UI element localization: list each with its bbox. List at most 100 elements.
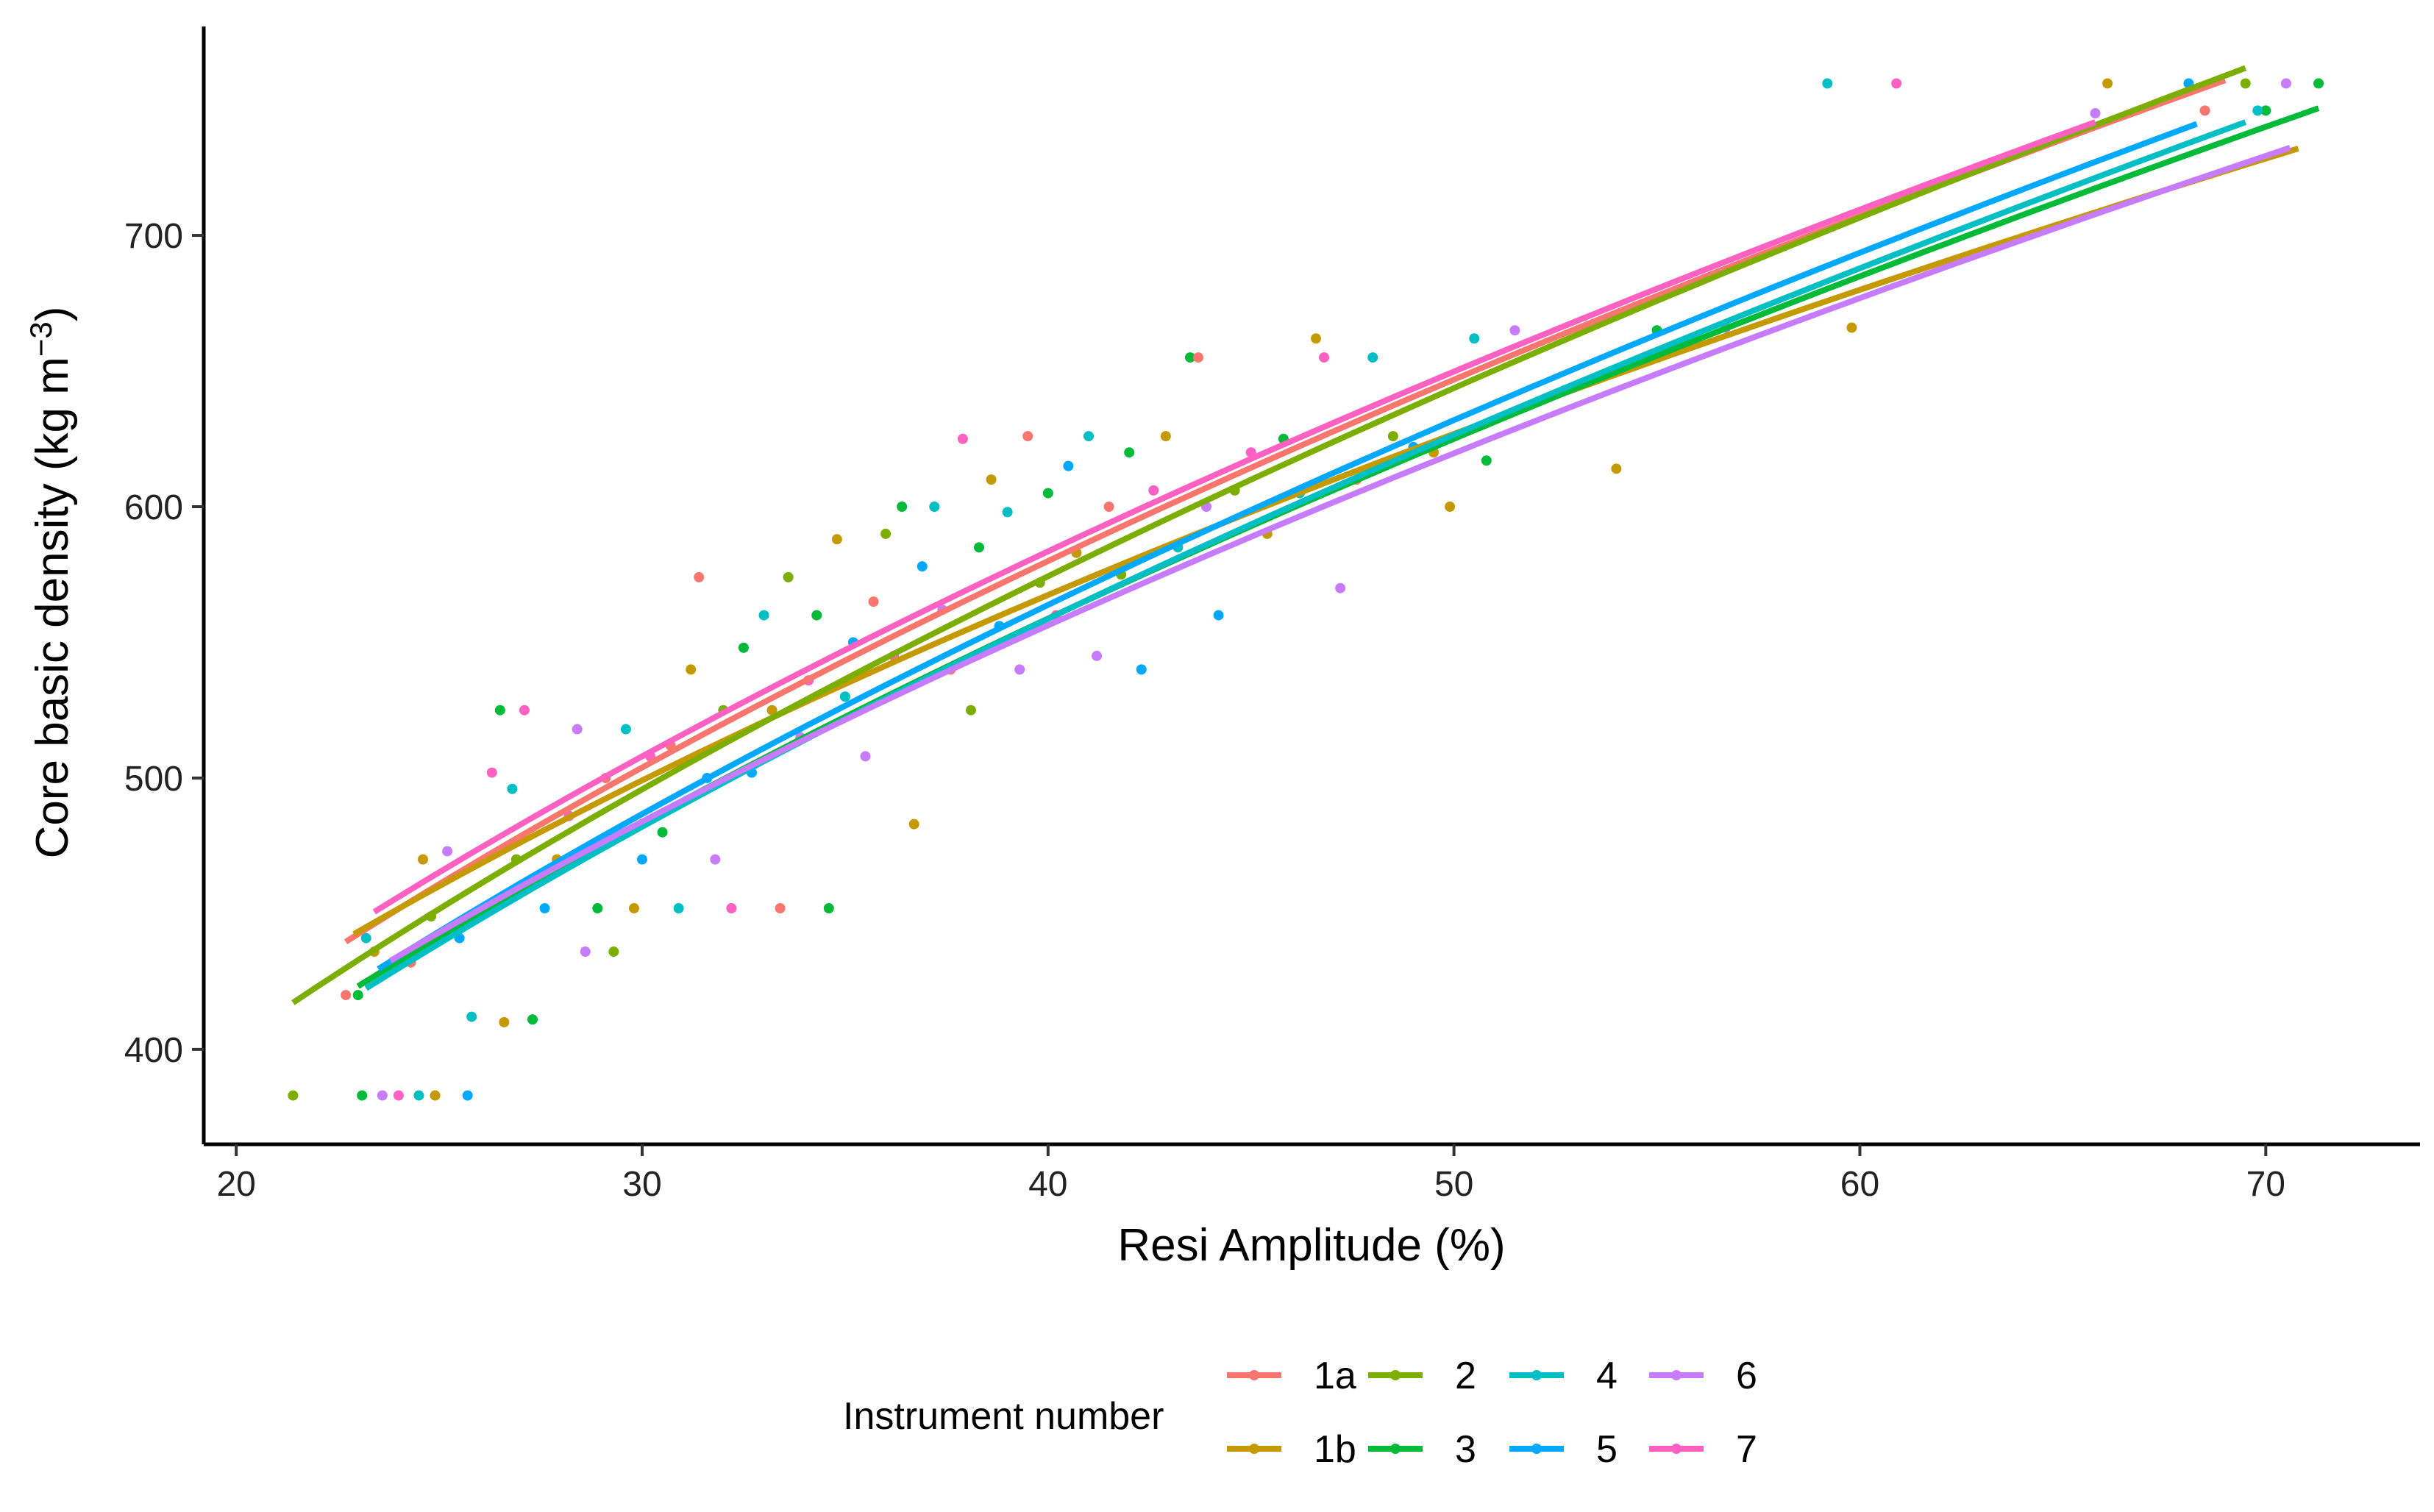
data-point — [539, 903, 550, 914]
y-axis-ticks: 400 500 600 700 — [124, 217, 204, 1070]
data-point — [2280, 78, 2291, 89]
data-point — [880, 528, 892, 539]
fit-line-5 — [377, 121, 2198, 971]
legend-key-point — [1531, 1370, 1542, 1380]
fit-line-1b — [352, 146, 2299, 937]
y-axis-title-main: Core basic density (kg m — [27, 357, 78, 858]
y-tick-label: 400 — [124, 1031, 183, 1070]
data-point — [1311, 333, 1322, 344]
data-point — [1184, 352, 1195, 363]
data-point — [430, 1090, 441, 1101]
x-axis-title: Resi Amplitude (%) — [1117, 1220, 1505, 1271]
data-point — [957, 433, 968, 444]
legend-label: 1b — [1314, 1428, 1356, 1471]
legend-label: 2 — [1455, 1355, 1476, 1397]
x-tick-label: 40 — [1028, 1165, 1067, 1204]
data-point — [2199, 105, 2210, 116]
y-tick-label: 600 — [124, 488, 183, 527]
data-point — [673, 903, 684, 914]
data-point — [1387, 431, 1398, 442]
legend-key-point — [1249, 1370, 1259, 1380]
data-point — [860, 751, 871, 762]
data-point — [908, 819, 919, 830]
data-point — [507, 783, 518, 794]
data-point — [1481, 455, 1492, 466]
y-tick-label: 700 — [124, 217, 183, 256]
y-tick-label: 500 — [124, 760, 183, 799]
data-point — [499, 1016, 510, 1027]
legend-key-point — [1249, 1444, 1259, 1454]
legend-label: 3 — [1455, 1428, 1476, 1471]
data-point — [694, 571, 705, 582]
data-point — [811, 610, 822, 621]
data-point — [1509, 325, 1520, 336]
data-point — [775, 903, 786, 914]
data-point — [1148, 485, 1159, 496]
legend-item-3: 3 — [1368, 1428, 1476, 1471]
data-point — [823, 903, 834, 914]
legend-item-1a: 1a — [1227, 1355, 1356, 1397]
data-point — [868, 596, 879, 607]
data-point — [352, 990, 363, 1001]
x-axis-ticks: 20 30 40 50 60 70 — [216, 1144, 2285, 1204]
data-point — [1319, 352, 1330, 363]
data-point — [766, 705, 777, 716]
data-point — [580, 946, 591, 958]
data-point — [1022, 431, 1033, 442]
data-point — [686, 664, 697, 675]
fit-line-2 — [291, 65, 2247, 1005]
x-tick-label: 70 — [2246, 1165, 2285, 1204]
data-point — [1469, 333, 1480, 344]
fit-curves — [291, 65, 2320, 1005]
legend-keys: 1a 1b 2 3 4 5 6 7 — [1227, 1355, 1757, 1471]
legend-item-4: 4 — [1509, 1355, 1618, 1397]
data-point — [1611, 463, 1622, 474]
y-axis-title-superscript: −3 — [24, 321, 58, 357]
data-point — [929, 502, 940, 513]
data-point — [2313, 78, 2324, 89]
x-tick-label: 60 — [1840, 1165, 1879, 1204]
data-point — [519, 705, 530, 716]
data-point — [1042, 488, 1053, 499]
legend-label: 1a — [1314, 1355, 1356, 1397]
data-point — [1445, 502, 1456, 513]
data-point — [341, 990, 352, 1001]
data-point — [2252, 105, 2263, 116]
data-point — [288, 1090, 299, 1101]
y-axis-title: Core basic density (kg m−3) — [24, 307, 78, 859]
fit-line-6 — [388, 145, 2291, 963]
legend-key-point — [1390, 1370, 1401, 1380]
data-point — [636, 854, 647, 865]
data-point — [1213, 610, 1224, 621]
data-point — [657, 827, 668, 838]
legend-item-6: 6 — [1649, 1355, 1757, 1397]
data-point — [710, 854, 721, 865]
data-point — [1192, 352, 1203, 363]
data-point — [1367, 352, 1378, 363]
data-point — [1160, 431, 1171, 442]
fit-line-7 — [372, 119, 2096, 915]
legend-item-2: 2 — [1368, 1355, 1476, 1397]
legend-item-5: 5 — [1509, 1428, 1618, 1471]
legend-label: 6 — [1736, 1355, 1757, 1397]
y-axis-title-close: ) — [27, 307, 78, 322]
data-point — [839, 691, 850, 702]
data-point — [1846, 322, 1857, 333]
data-point — [2090, 108, 2101, 119]
data-point — [1891, 78, 1902, 89]
data-point — [572, 724, 583, 735]
legend-label: 5 — [1596, 1428, 1618, 1471]
data-point — [608, 946, 619, 958]
data-point — [592, 903, 603, 914]
data-point — [620, 724, 631, 735]
data-point — [1063, 460, 1074, 471]
data-point — [2260, 105, 2271, 116]
data-point — [758, 610, 769, 621]
data-point — [462, 1090, 473, 1101]
data-point — [486, 767, 497, 778]
data-point — [986, 474, 997, 485]
x-tick-label: 30 — [622, 1165, 661, 1204]
data-point — [417, 854, 428, 865]
